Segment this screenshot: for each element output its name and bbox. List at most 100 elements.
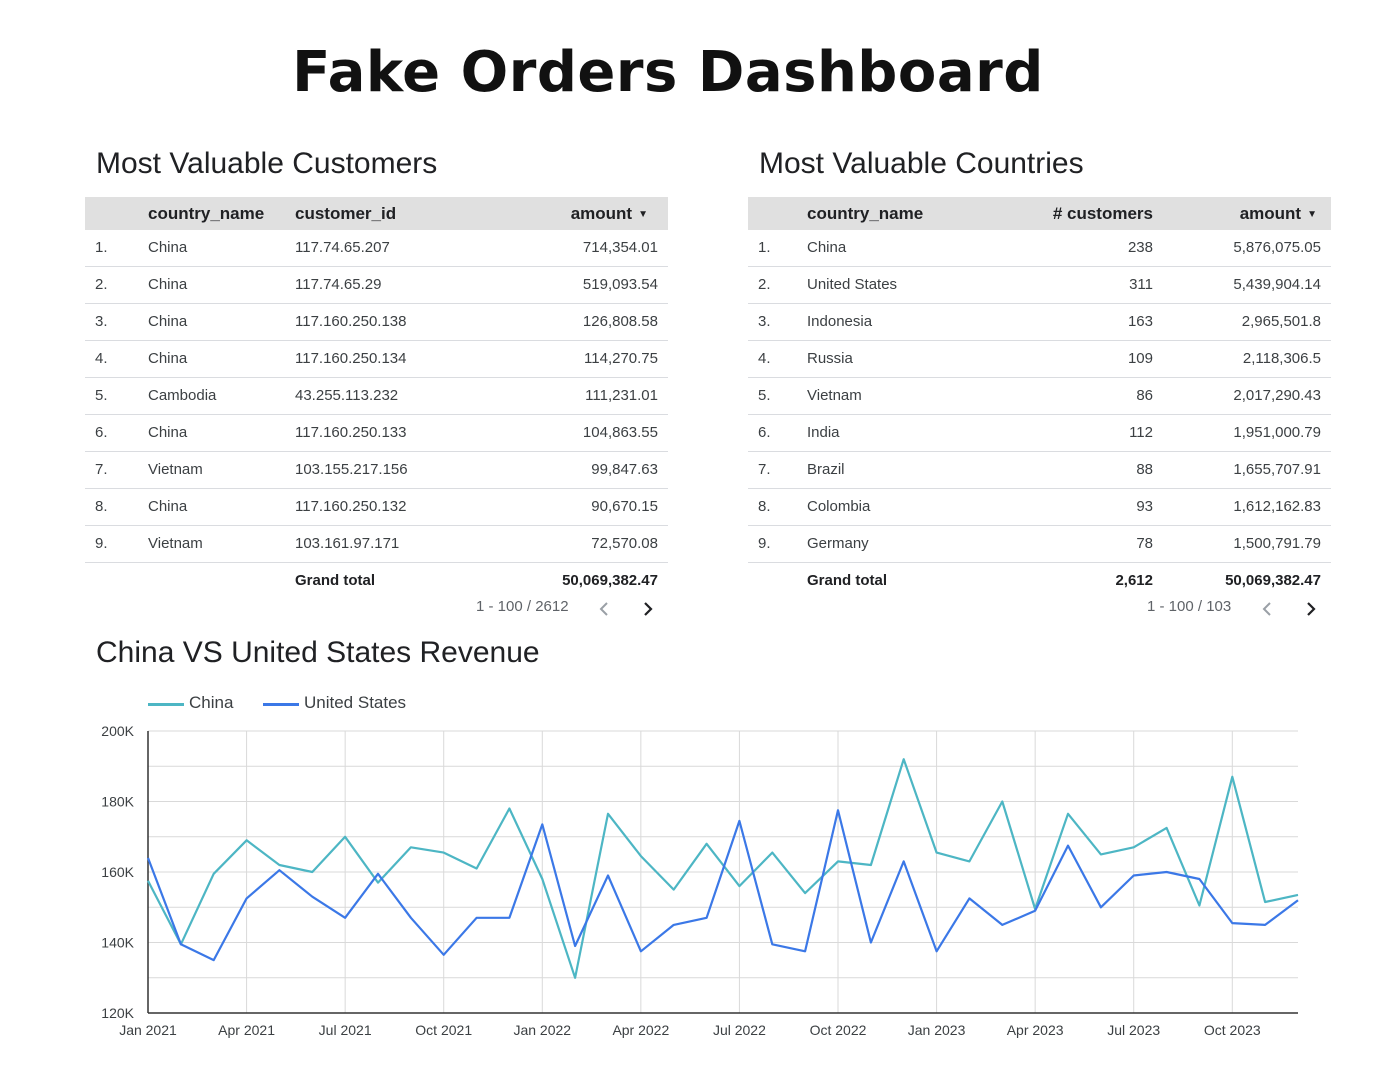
row-rank: 8. <box>758 498 771 515</box>
x-tick-label: Oct 2022 <box>810 1022 867 1038</box>
row-customers: 93 <box>1136 498 1153 515</box>
row-amount: 126,808.58 <box>582 313 658 330</box>
row-rank: 7. <box>95 461 108 478</box>
header-amount-label: amount <box>570 204 633 223</box>
row-rank: 8. <box>95 498 108 515</box>
row-amount: 1,612,162.83 <box>1233 498 1321 515</box>
table-row[interactable]: 7. Vietnam 103.155.217.156 99,847.63 <box>85 452 668 489</box>
row-amount: 99,847.63 <box>591 461 658 478</box>
x-tick-label: Jul 2022 <box>713 1022 766 1038</box>
header-country-name[interactable]: country_name <box>148 204 265 223</box>
legend-china-label[interactable]: China <box>189 693 234 712</box>
row-rank: 9. <box>758 535 771 552</box>
row-amount: 519,093.54 <box>582 276 658 293</box>
x-tick-label: Jan 2023 <box>908 1022 966 1038</box>
y-tick-label: 120K <box>101 1005 134 1021</box>
table-row[interactable]: 8. China 117.160.250.132 90,670.15 <box>85 489 668 526</box>
row-rank: 4. <box>758 350 771 367</box>
dashboard-title: Fake Orders Dashboard <box>292 40 1044 105</box>
grand-total-customers: 2,612 <box>1115 572 1153 589</box>
x-tick-label: Jan 2021 <box>119 1022 177 1038</box>
countries-table-header: country_name # customers amount ▼ <box>748 197 1331 230</box>
chevron-left-icon[interactable] <box>1255 597 1279 621</box>
row-customer-id: 43.255.113.232 <box>295 387 399 404</box>
table-row[interactable]: 9. Germany 78 1,500,791.79 <box>748 526 1331 563</box>
row-amount: 114,270.75 <box>584 350 658 367</box>
grand-total-amount: 50,069,382.47 <box>1225 572 1321 589</box>
row-amount: 1,500,791.79 <box>1233 535 1321 552</box>
countries-grand-total-row: Grand total 2,612 50,069,382.47 <box>748 563 1331 597</box>
table-row[interactable]: 1. China 117.74.65.207 714,354.01 <box>85 230 668 267</box>
sort-desc-icon[interactable]: ▼ <box>1307 209 1317 220</box>
header-country-name[interactable]: country_name <box>807 204 924 223</box>
row-country: Vietnam <box>807 387 862 404</box>
table-row[interactable]: 4. China 117.160.250.134 114,270.75 <box>85 341 668 378</box>
row-amount: 1,951,000.79 <box>1233 424 1321 441</box>
grand-total-label: Grand total <box>295 572 376 589</box>
row-customers: 238 <box>1127 239 1153 256</box>
header-amount[interactable]: amount ▼ <box>1240 204 1317 224</box>
row-customer-id: 117.160.250.134 <box>295 350 407 367</box>
table-row[interactable]: 9. Vietnam 103.161.97.171 72,570.08 <box>85 526 668 563</box>
row-amount: 111,231.01 <box>585 387 658 404</box>
chevron-left-icon[interactable] <box>592 597 616 621</box>
countries-table: country_name # customers amount ▼ 1. China… <box>748 197 1331 597</box>
table-row[interactable]: 2. China 117.74.65.29 519,093.54 <box>85 267 668 304</box>
row-rank: 3. <box>95 313 108 330</box>
row-amount: 714,354.01 <box>582 239 658 256</box>
row-amount: 104,863.55 <box>582 424 658 441</box>
row-customer-id: 117.74.65.207 <box>295 239 390 256</box>
table-row[interactable]: 2. United States 311 5,439,904.14 <box>748 267 1331 304</box>
table-row[interactable]: 8. Colombia 93 1,612,162.83 <box>748 489 1331 526</box>
table-row[interactable]: 5. Cambodia 43.255.113.232 111,231.01 <box>85 378 668 415</box>
row-customer-id: 117.74.65.29 <box>295 276 382 293</box>
row-country: India <box>807 424 840 441</box>
row-country: China <box>148 350 188 367</box>
row-rank: 7. <box>758 461 771 478</box>
table-row[interactable]: 7. Brazil 88 1,655,707.91 <box>748 452 1331 489</box>
sort-desc-icon[interactable]: ▼ <box>638 209 648 220</box>
grand-total-amount: 50,069,382.47 <box>562 572 658 589</box>
row-amount: 90,670.15 <box>591 498 658 515</box>
header-customers-count[interactable]: # customers <box>1052 204 1153 223</box>
table-row[interactable]: 5. Vietnam 86 2,017,290.43 <box>748 378 1331 415</box>
chevron-right-icon[interactable] <box>1299 597 1323 621</box>
row-rank: 6. <box>758 424 771 441</box>
row-country: China <box>807 239 847 256</box>
header-amount[interactable]: amount ▼ <box>571 204 648 224</box>
y-tick-label: 200K <box>101 723 134 739</box>
countries-title: Most Valuable Countries <box>759 147 1084 180</box>
table-row[interactable]: 4. Russia 109 2,118,306.5 <box>748 341 1331 378</box>
row-rank: 5. <box>758 387 771 404</box>
x-tick-label: Oct 2023 <box>1204 1022 1261 1038</box>
row-country: Vietnam <box>148 535 203 552</box>
row-rank: 9. <box>95 535 108 552</box>
row-customer-id: 103.161.97.171 <box>295 535 400 552</box>
legend-us-label[interactable]: United States <box>304 693 407 712</box>
x-tick-label: Apr 2023 <box>1007 1022 1064 1038</box>
table-row[interactable]: 3. Indonesia 163 2,965,501.8 <box>748 304 1331 341</box>
table-row[interactable]: 6. China 117.160.250.133 104,863.55 <box>85 415 668 452</box>
x-tick-label: Jul 2021 <box>319 1022 372 1038</box>
x-tick-label: Jul 2023 <box>1107 1022 1160 1038</box>
row-amount: 2,965,501.8 <box>1241 313 1321 330</box>
row-country: Vietnam <box>148 461 203 478</box>
row-customers: 163 <box>1127 313 1153 330</box>
customers-table: country_name customer_id amount ▼ 1. China… <box>85 197 668 597</box>
row-country: China <box>148 313 188 330</box>
row-country: United States <box>807 276 898 293</box>
row-country: Cambodia <box>148 387 217 404</box>
table-row[interactable]: 1. China 238 5,876,075.05 <box>748 230 1331 267</box>
row-rank: 3. <box>758 313 771 330</box>
legend-china-swatch <box>148 703 184 706</box>
table-row[interactable]: 6. India 112 1,951,000.79 <box>748 415 1331 452</box>
row-customers: 78 <box>1136 535 1153 552</box>
row-country: Colombia <box>807 498 871 515</box>
row-amount: 5,439,904.14 <box>1233 276 1321 293</box>
row-rank: 1. <box>95 239 108 256</box>
header-customer-id[interactable]: customer_id <box>295 204 397 223</box>
row-country: Russia <box>807 350 853 367</box>
table-row[interactable]: 3. China 117.160.250.138 126,808.58 <box>85 304 668 341</box>
chevron-right-icon[interactable] <box>636 597 660 621</box>
legend-us-swatch <box>263 703 299 706</box>
